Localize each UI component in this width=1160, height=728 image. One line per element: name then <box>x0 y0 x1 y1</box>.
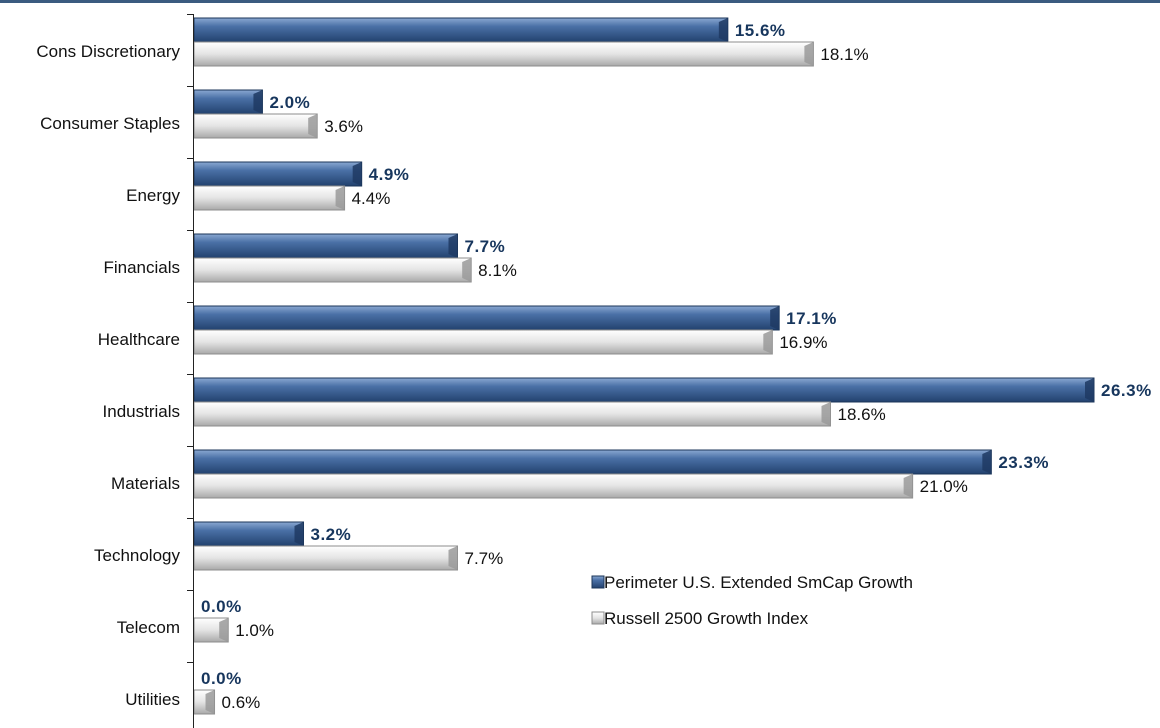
bar <box>193 545 458 571</box>
bar-end-bevel <box>982 450 992 474</box>
category-label: Telecom <box>117 618 180 637</box>
category-label: Healthcare <box>98 330 180 349</box>
bar-value-label: 3.2% <box>311 525 352 544</box>
bar <box>193 257 472 283</box>
bar-end-bevel <box>770 306 780 330</box>
category-label: Cons Discretionary <box>36 42 180 61</box>
bar <box>193 41 814 67</box>
bar <box>193 521 305 547</box>
bar-value-label: 17.1% <box>786 309 837 328</box>
bar <box>193 17 729 43</box>
bar <box>193 185 346 211</box>
bar-value-label: 4.4% <box>352 189 391 208</box>
bar-end-bevel <box>308 114 318 138</box>
bar-value-label: 0.0% <box>201 597 242 616</box>
bar-value-label: 18.6% <box>838 405 886 424</box>
bar-end-bevel <box>205 690 215 714</box>
legend-label: Russell 2500 Growth Index <box>604 609 809 628</box>
bar-value-label: 21.0% <box>920 477 968 496</box>
bar-end-bevel <box>219 618 229 642</box>
category-label: Energy <box>126 186 180 205</box>
legend-label: Perimeter U.S. Extended SmCap Growth <box>604 573 913 592</box>
category-label: Materials <box>111 474 180 493</box>
bar-value-label: 1.0% <box>235 621 274 640</box>
category-label: Financials <box>103 258 180 277</box>
bar-end-bevel <box>253 90 263 114</box>
bar-value-label: 18.1% <box>820 45 868 64</box>
bar-value-label: 2.0% <box>269 93 310 112</box>
bar-value-label: 0.0% <box>201 669 242 688</box>
bar-end-bevel <box>821 402 831 426</box>
bar <box>193 401 832 427</box>
bar-end-bevel <box>448 546 458 570</box>
bar-value-label: 15.6% <box>735 21 786 40</box>
bar-value-label: 4.9% <box>369 165 410 184</box>
bar-end-bevel <box>462 258 472 282</box>
bar <box>193 113 318 139</box>
bar-value-label: 8.1% <box>478 261 517 280</box>
bar <box>193 329 773 355</box>
bar-end-bevel <box>763 330 773 354</box>
legend-swatch <box>591 611 605 625</box>
bar <box>193 233 458 259</box>
legend-swatch <box>591 575 605 589</box>
bar-value-label: 3.6% <box>324 117 363 136</box>
bar-end-bevel <box>335 186 345 210</box>
bar-end-bevel <box>718 18 728 42</box>
category-label: Consumer Staples <box>40 114 180 133</box>
bar-value-label: 23.3% <box>998 453 1049 472</box>
bar-value-label: 7.7% <box>464 549 503 568</box>
bar <box>193 305 780 331</box>
bar-value-label: 7.7% <box>464 237 505 256</box>
category-label: Utilities <box>125 690 180 709</box>
bar-value-label: 16.9% <box>779 333 827 352</box>
bar <box>193 449 992 475</box>
bar-end-bevel <box>804 42 814 66</box>
bar <box>193 473 914 499</box>
bar-end-bevel <box>294 522 304 546</box>
category-label: Industrials <box>103 402 180 421</box>
bar <box>193 377 1095 403</box>
bar-end-bevel <box>903 474 913 498</box>
bar-end-bevel <box>448 234 458 258</box>
bar <box>193 89 263 115</box>
bar-value-label: 26.3% <box>1101 381 1152 400</box>
bar-value-label: 0.6% <box>222 693 261 712</box>
bar-end-bevel <box>352 162 362 186</box>
top-rule <box>0 0 1160 3</box>
bar <box>193 161 363 187</box>
bar-end-bevel <box>1085 378 1094 402</box>
category-label: Technology <box>94 546 181 565</box>
